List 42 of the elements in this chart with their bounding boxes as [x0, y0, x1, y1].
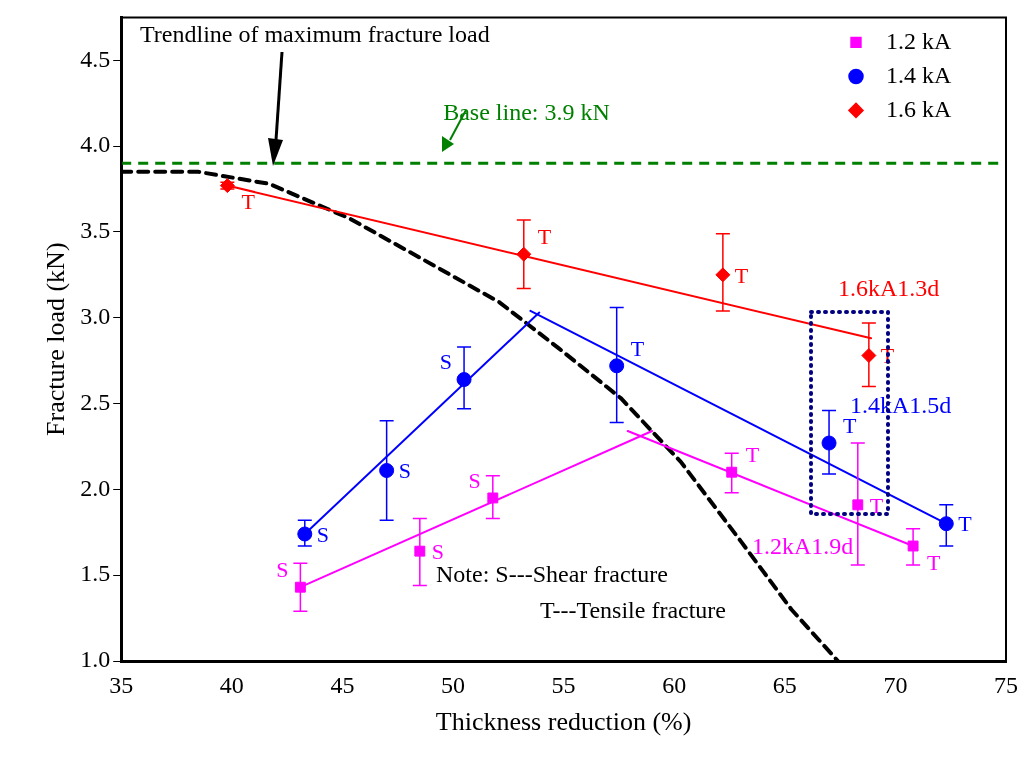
data-label: S: [398, 458, 411, 484]
x-tick-label: 35: [109, 671, 134, 698]
data-label: T: [745, 441, 760, 467]
y-axis-title: Fracture load (kN): [41, 242, 71, 436]
annotation: 1.6kA1.3d: [838, 275, 940, 302]
legend-label: 1.2 kA: [886, 27, 952, 54]
y-tick-label: 4.0: [80, 131, 111, 158]
x-tick-label: 70: [883, 671, 908, 698]
y-tick-label: 3.5: [80, 217, 111, 244]
data-label: T: [241, 189, 256, 215]
data-label: T: [734, 262, 749, 288]
annotation: 1.2kA1.9d: [752, 533, 854, 560]
x-axis-title: Thickness reduction (%): [435, 707, 692, 737]
legend-label: 1.6 kA: [886, 95, 952, 122]
x-tick-label: 60: [662, 671, 687, 698]
data-label: T: [630, 335, 645, 361]
annotation: T---Tensile fracture: [540, 597, 726, 624]
data-label: T: [958, 511, 973, 537]
x-tick-label: 40: [219, 671, 244, 698]
ref-line-label: Base line: 3.9 kN: [443, 98, 610, 125]
y-tick-label: 1.0: [80, 646, 111, 673]
data-label: S: [468, 467, 481, 493]
x-tick-label: 65: [772, 671, 797, 698]
data-label: S: [316, 521, 330, 547]
data-label: S: [439, 349, 453, 375]
data-label: T: [869, 492, 884, 518]
annotation: Note: S---Shear fracture: [436, 561, 668, 588]
data-label: T: [927, 549, 942, 575]
x-tick-label: 50: [441, 671, 465, 698]
x-tick-label: 75: [994, 671, 1018, 698]
x-tick-label: 45: [330, 671, 355, 698]
legend-label: 1.4 kA: [886, 61, 952, 88]
annotation: Trendline of maximum fracture load: [140, 21, 490, 48]
y-tick-label: 1.5: [80, 560, 111, 587]
y-tick-label: 2.5: [80, 388, 111, 415]
x-tick-label: 55: [551, 671, 576, 698]
y-tick-label: 4.5: [80, 45, 111, 72]
data-label: S: [431, 538, 445, 564]
data-label: S: [276, 556, 289, 582]
y-tick-label: 3.0: [80, 303, 111, 330]
data-label: T: [537, 224, 552, 250]
y-tick-label: 2.0: [80, 474, 111, 501]
